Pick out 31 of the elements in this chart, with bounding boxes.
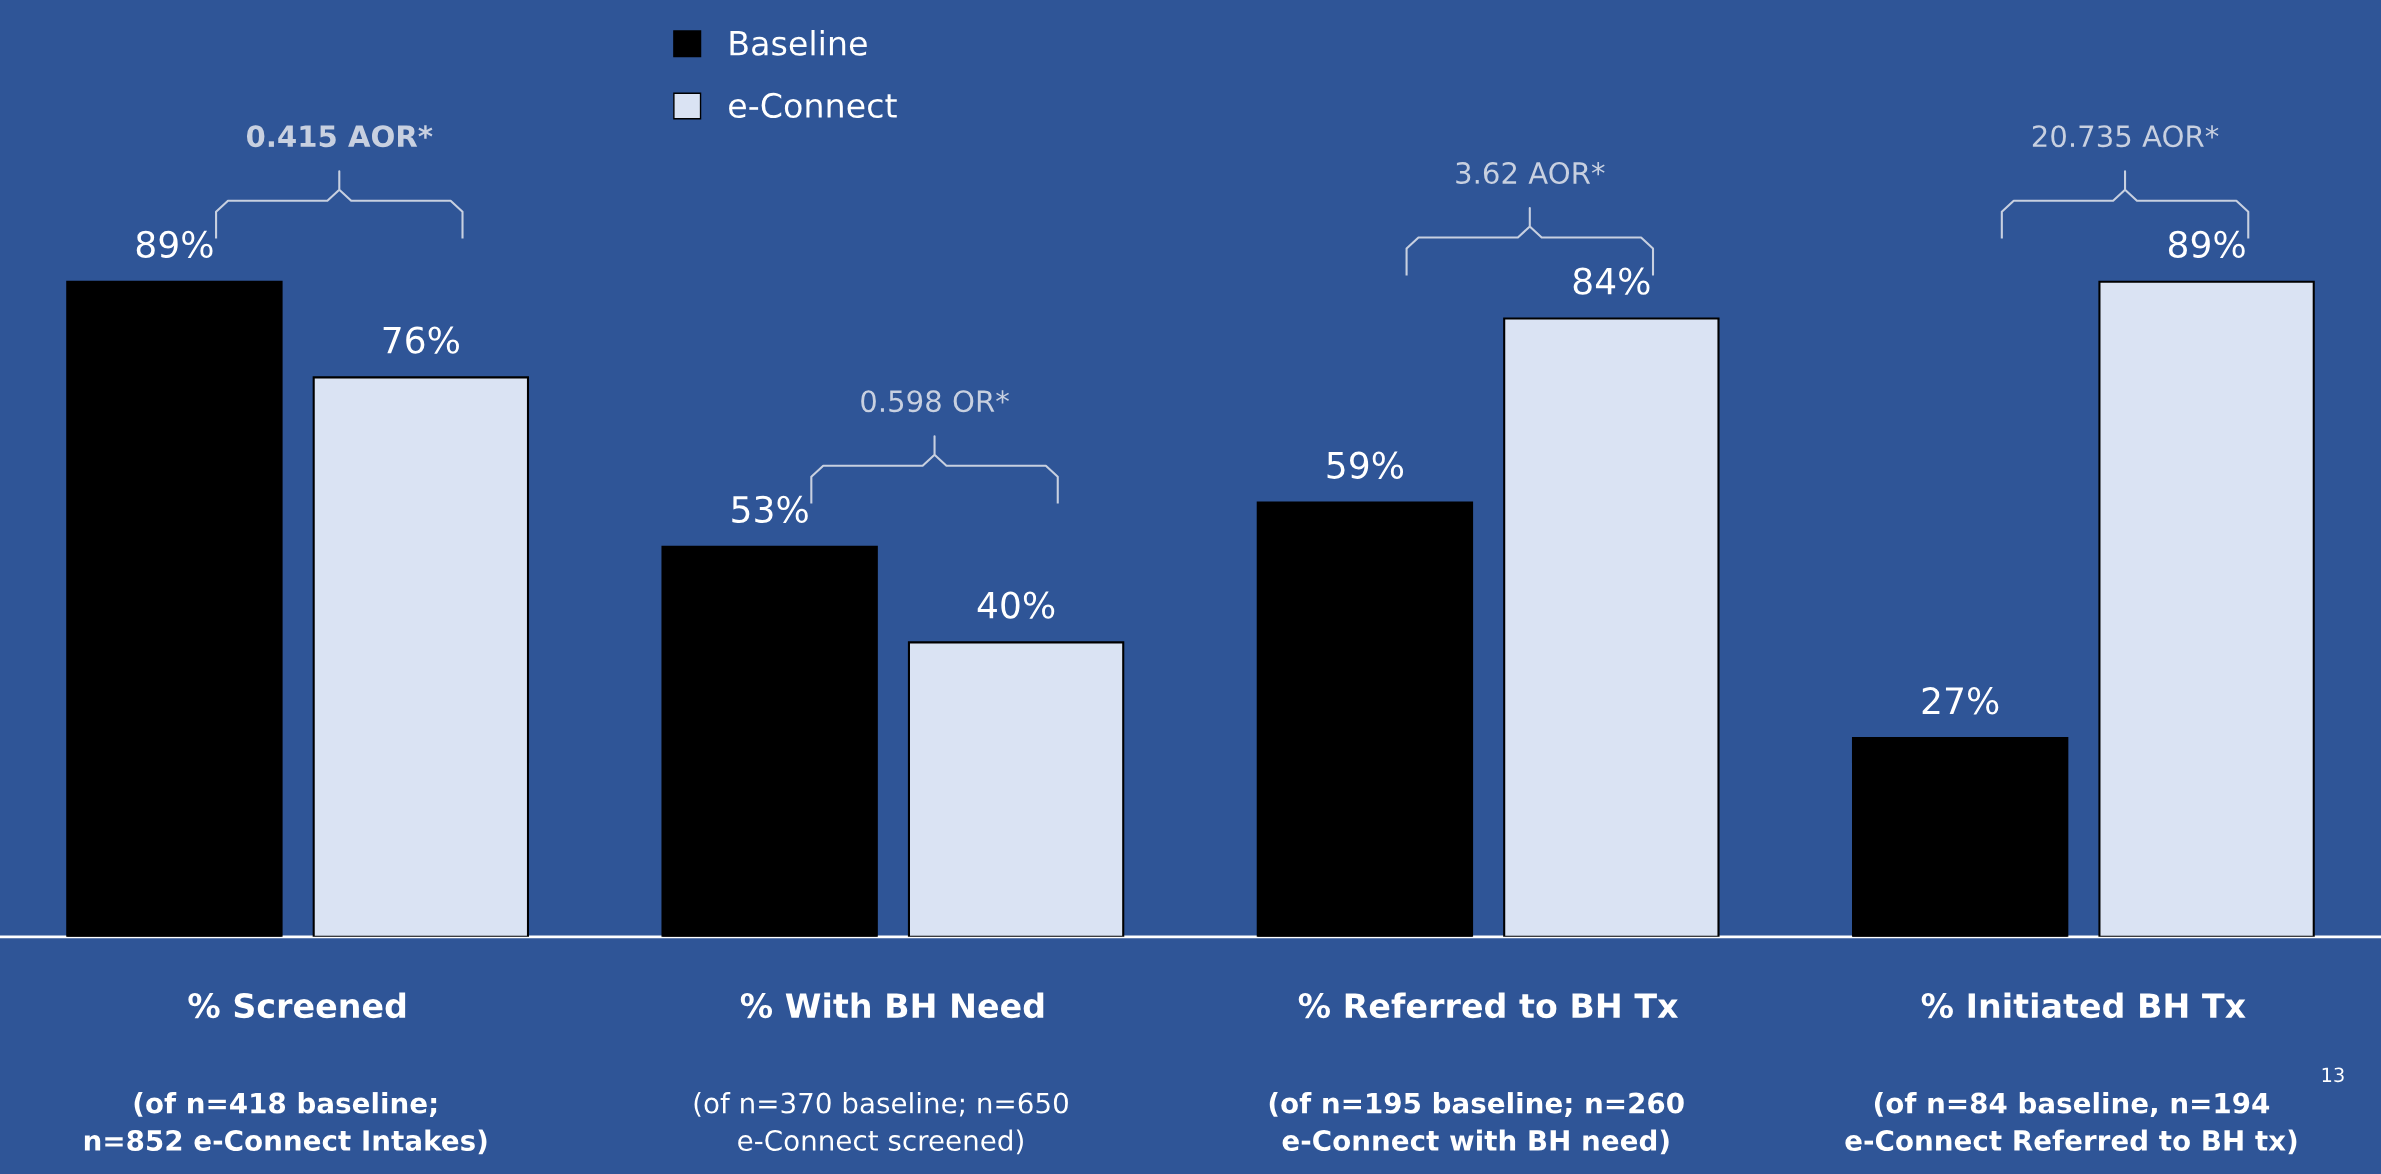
text: (of n=195 baseline; n=260 e-Connect with BH need)	[1269, 1092, 1684, 1155]
text: 13	[2322, 1067, 2344, 1083]
text: (of n=418 baseline; n=852 e-Connect Intakes)	[84, 1092, 487, 1155]
data-label: 53%	[732, 495, 808, 524]
legend-label: Baseline	[730, 30, 867, 56]
data-label: 27%	[1922, 687, 1999, 715]
data-label: 76%	[383, 326, 459, 354]
bar	[907, 641, 1125, 937]
x-tick-label: % Initiated BH Tx	[1921, 992, 2246, 1019]
data-label: 59%	[1327, 451, 1404, 479]
bar	[661, 545, 878, 937]
bar	[1851, 737, 2069, 937]
annotation: 0.598 OR*	[861, 390, 1009, 413]
bar	[66, 280, 283, 937]
data-label: 89%	[2168, 230, 2245, 259]
text: (of n=370 baseline; n=650 e-Connect screened)	[694, 1092, 1068, 1155]
data-label: 89%	[136, 230, 213, 259]
text: 20.735 AOR*	[2032, 125, 2219, 148]
bar	[2098, 280, 2315, 937]
legend-label: e-Connect	[729, 92, 897, 119]
bar	[312, 376, 530, 937]
x-tick-label: % Referred to BH Tx	[1298, 992, 1679, 1019]
data-label: 40%	[977, 591, 1055, 619]
text: 3.62 AOR*	[1456, 161, 1605, 185]
bar	[1256, 501, 1474, 937]
bar	[1503, 317, 1720, 937]
data-label: 84%	[1573, 267, 1650, 295]
text: (of n=84 baseline, n=194 e-Connect Referred to BH tx)	[1845, 1092, 2297, 1155]
x-tick-label: % Screened	[188, 992, 406, 1019]
text: 0.415 AOR*	[246, 125, 433, 148]
x-tick-label: % With BH Need	[740, 992, 1044, 1019]
